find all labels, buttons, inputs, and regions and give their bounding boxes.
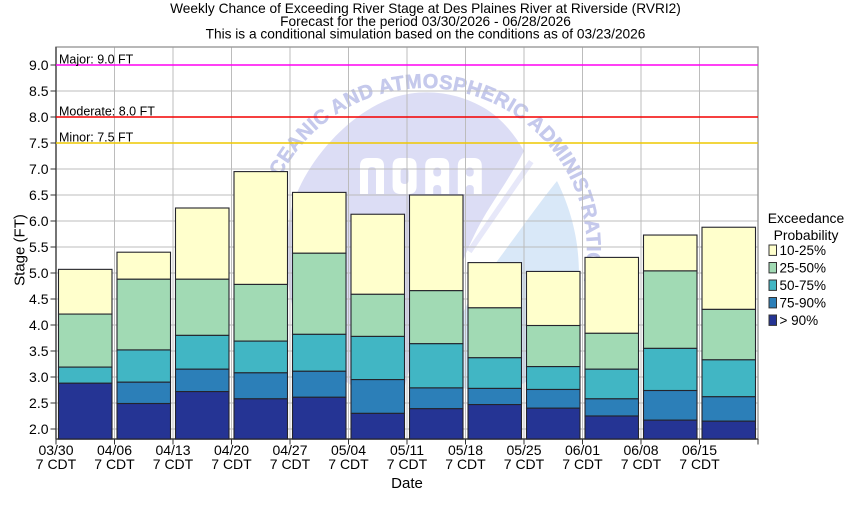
svg-text:03/30: 03/30: [38, 442, 73, 458]
svg-text:Forecast for the period 03/30/: Forecast for the period 03/30/2026 - 06/…: [280, 14, 571, 29]
svg-text:3.5: 3.5: [29, 343, 49, 359]
svg-text:3.0: 3.0: [29, 369, 49, 385]
svg-text:05/11: 05/11: [390, 442, 424, 458]
svg-text:Date: Date: [391, 475, 423, 492]
svg-text:04/06: 04/06: [97, 442, 132, 458]
svg-text:7 CDT: 7 CDT: [387, 456, 428, 472]
svg-text:5.5: 5.5: [29, 239, 49, 255]
svg-text:6.5: 6.5: [29, 187, 49, 203]
svg-text:7 CDT: 7 CDT: [445, 456, 486, 472]
svg-text:04/13: 04/13: [155, 442, 190, 458]
svg-text:06/01: 06/01: [565, 442, 600, 458]
svg-text:Stage (FT): Stage (FT): [12, 214, 29, 286]
svg-text:7 CDT: 7 CDT: [504, 456, 545, 472]
svg-text:4.0: 4.0: [29, 317, 49, 333]
svg-text:7 CDT: 7 CDT: [153, 456, 194, 472]
svg-text:2.5: 2.5: [29, 395, 49, 411]
svg-text:Weekly Chance of Exceeding Riv: Weekly Chance of Exceeding River Stage a…: [170, 1, 681, 16]
svg-text:05/25: 05/25: [506, 442, 541, 458]
svg-text:7 CDT: 7 CDT: [562, 456, 603, 472]
svg-text:7 CDT: 7 CDT: [679, 456, 720, 472]
svg-text:7 CDT: 7 CDT: [621, 456, 662, 472]
svg-text:This is a conditional simulati: This is a conditional simulation based o…: [206, 27, 646, 42]
svg-text:4.5: 4.5: [29, 291, 49, 307]
svg-text:7 CDT: 7 CDT: [94, 456, 135, 472]
svg-text:> 90%: > 90%: [780, 313, 819, 328]
svg-text:8.5: 8.5: [29, 83, 49, 99]
svg-text:9.0: 9.0: [29, 57, 49, 73]
svg-text:Probability: Probability: [774, 227, 839, 243]
svg-text:04/20: 04/20: [214, 442, 249, 458]
svg-text:7 CDT: 7 CDT: [36, 456, 77, 472]
svg-text:25-50%: 25-50%: [780, 260, 827, 275]
svg-text:06/15: 06/15: [682, 442, 717, 458]
svg-text:7 CDT: 7 CDT: [211, 456, 252, 472]
svg-text:7.0: 7.0: [29, 161, 49, 177]
svg-text:05/04: 05/04: [331, 442, 366, 458]
svg-text:5.0: 5.0: [29, 265, 49, 281]
svg-text:50-75%: 50-75%: [780, 278, 827, 293]
svg-text:6.0: 6.0: [29, 213, 49, 229]
svg-text:7 CDT: 7 CDT: [328, 456, 369, 472]
svg-text:7 CDT: 7 CDT: [270, 456, 311, 472]
svg-text:06/08: 06/08: [623, 442, 658, 458]
svg-text:10-25%: 10-25%: [780, 243, 827, 258]
svg-text:05/18: 05/18: [448, 442, 483, 458]
svg-text:04/27: 04/27: [272, 442, 307, 458]
svg-text:8.0: 8.0: [29, 109, 49, 125]
svg-text:7.5: 7.5: [29, 135, 49, 151]
svg-text:Minor: 7.5 FT: Minor: 7.5 FT: [59, 130, 134, 144]
svg-text:Moderate: 8.0 FT: Moderate: 8.0 FT: [59, 104, 155, 118]
svg-text:75-90%: 75-90%: [780, 295, 827, 310]
svg-text:2.0: 2.0: [29, 421, 49, 437]
svg-text:Exceedance: Exceedance: [768, 210, 845, 226]
svg-text:Major: 9.0 FT: Major: 9.0 FT: [59, 52, 134, 66]
